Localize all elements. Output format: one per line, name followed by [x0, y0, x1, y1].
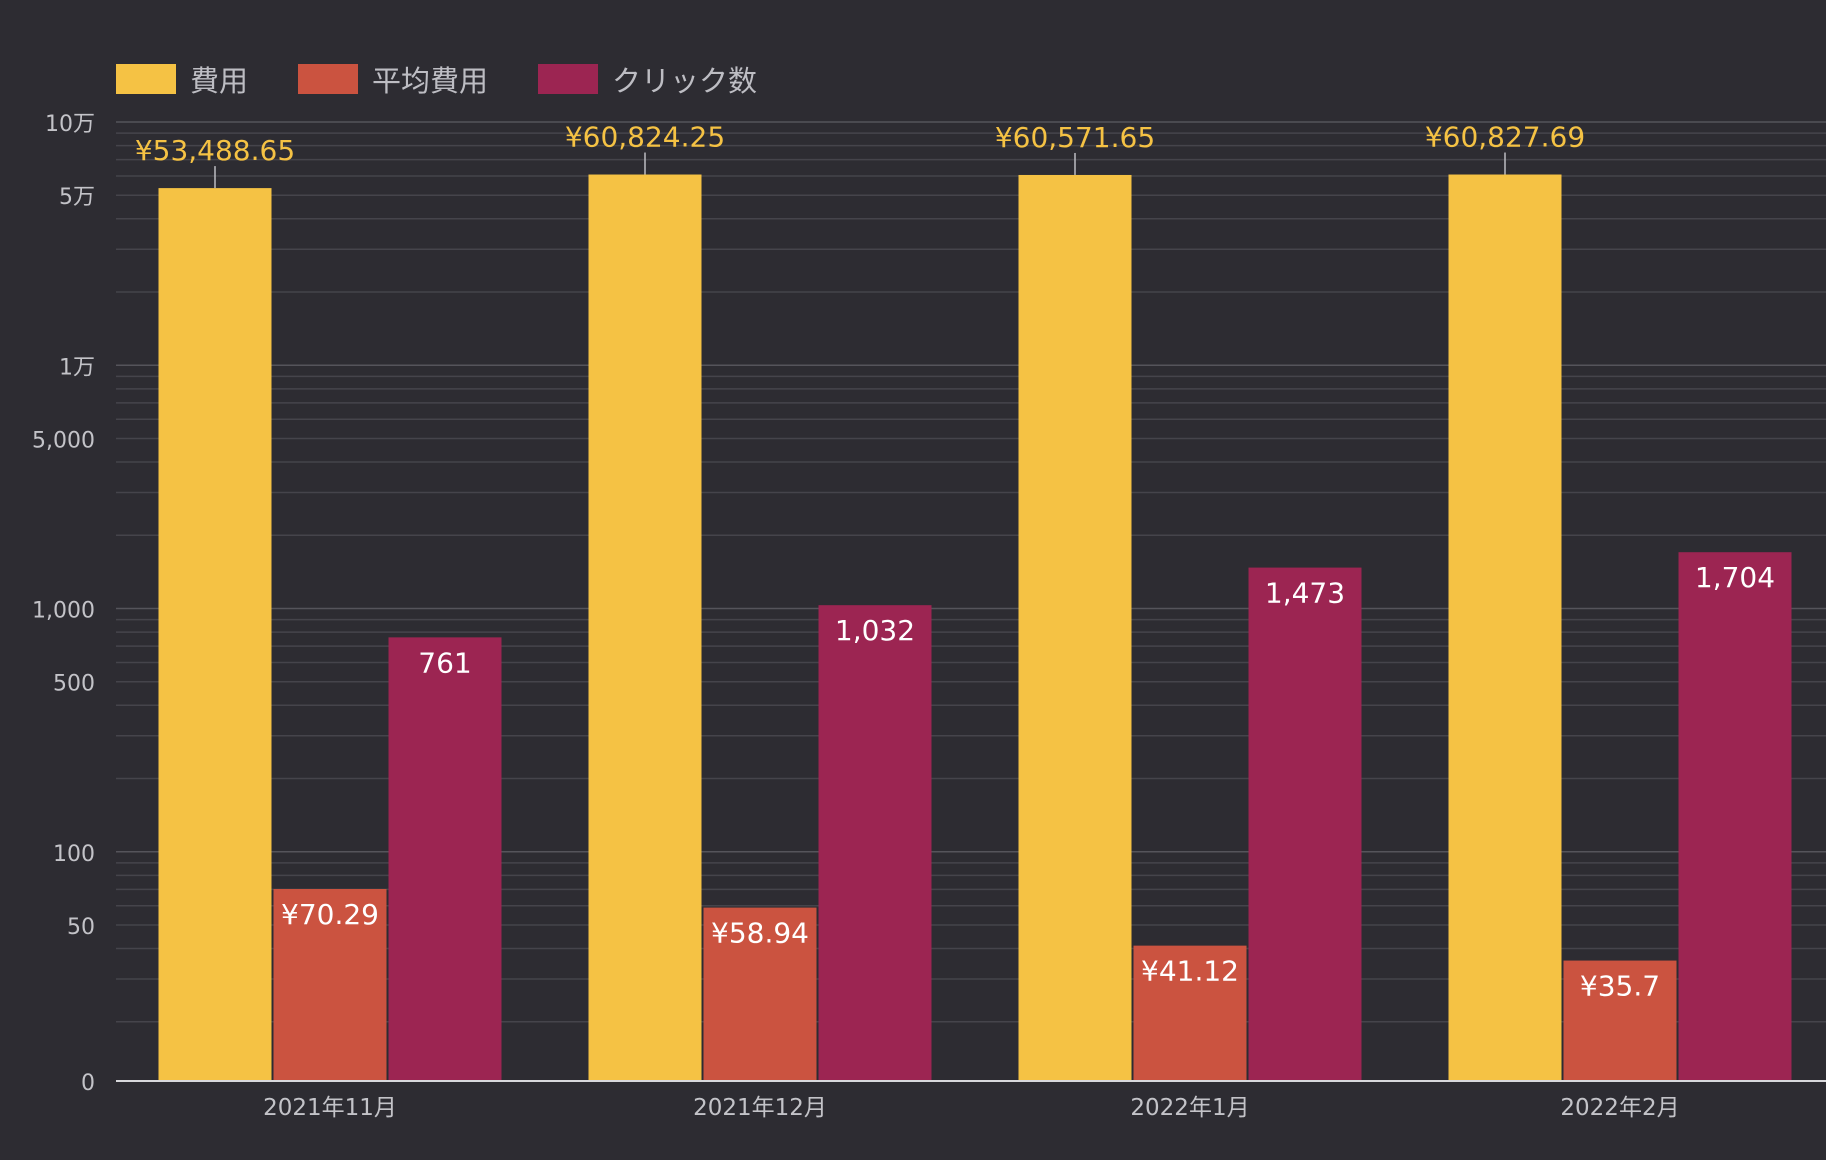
legend-label-clicks: クリック数 — [612, 64, 758, 98]
bar — [588, 174, 702, 1082]
bar — [158, 188, 272, 1082]
data-label: ¥41.12 — [1141, 955, 1239, 988]
data-label: 1,032 — [835, 614, 915, 647]
bar — [818, 605, 932, 1081]
legend-label-cost: 費用 — [190, 64, 249, 98]
data-label: ¥60,824.25 — [565, 121, 725, 154]
bar — [703, 907, 817, 1081]
data-label: ¥60,827.69 — [1425, 121, 1585, 154]
data-label: ¥53,488.65 — [135, 134, 295, 167]
bar — [1678, 552, 1792, 1081]
bar — [1448, 174, 1562, 1082]
x-tick-label: 2021年12月 — [693, 1095, 827, 1121]
y-tick-label: 5,000 — [32, 428, 95, 453]
y-tick-label: 5万 — [59, 185, 95, 210]
x-tick-label: 2022年2月 — [1560, 1095, 1679, 1121]
y-tick-label: 1,000 — [32, 599, 95, 624]
legend-label-avg-cost: 平均費用 — [372, 64, 489, 98]
legend-swatch-avg-cost — [298, 64, 359, 94]
x-tick-label: 2021年11月 — [263, 1095, 397, 1121]
y-tick-label: 500 — [53, 672, 95, 697]
y-tick-label: 10万 — [45, 112, 95, 137]
data-label: 1,473 — [1265, 577, 1345, 610]
y-tick-label: 100 — [53, 842, 95, 867]
legend: 費用 平均費用 クリック数 — [116, 58, 807, 100]
data-label: ¥60,571.65 — [995, 121, 1155, 154]
x-tick-label: 2022年1月 — [1130, 1095, 1249, 1121]
legend-item-clicks[interactable]: クリック数 — [538, 58, 757, 100]
data-label: ¥58.94 — [711, 917, 809, 950]
y-tick-label: 1万 — [59, 355, 95, 380]
bar — [1248, 567, 1362, 1081]
bar — [388, 637, 502, 1081]
data-label: 761 — [418, 646, 471, 679]
data-label: ¥35.7 — [1580, 970, 1660, 1003]
y-tick-label: 50 — [67, 915, 95, 940]
bar — [1563, 960, 1677, 1081]
y-tick-label: 0 — [81, 1071, 95, 1096]
legend-item-avg-cost[interactable]: 平均費用 — [298, 58, 488, 100]
bar — [273, 888, 387, 1081]
legend-swatch-clicks — [538, 64, 599, 94]
legend-item-cost[interactable]: 費用 — [116, 58, 248, 100]
legend-swatch-cost — [116, 64, 176, 94]
bar — [1018, 174, 1132, 1082]
bar — [1133, 945, 1247, 1081]
data-label: ¥70.29 — [281, 898, 379, 931]
data-label: 1,704 — [1695, 561, 1775, 594]
